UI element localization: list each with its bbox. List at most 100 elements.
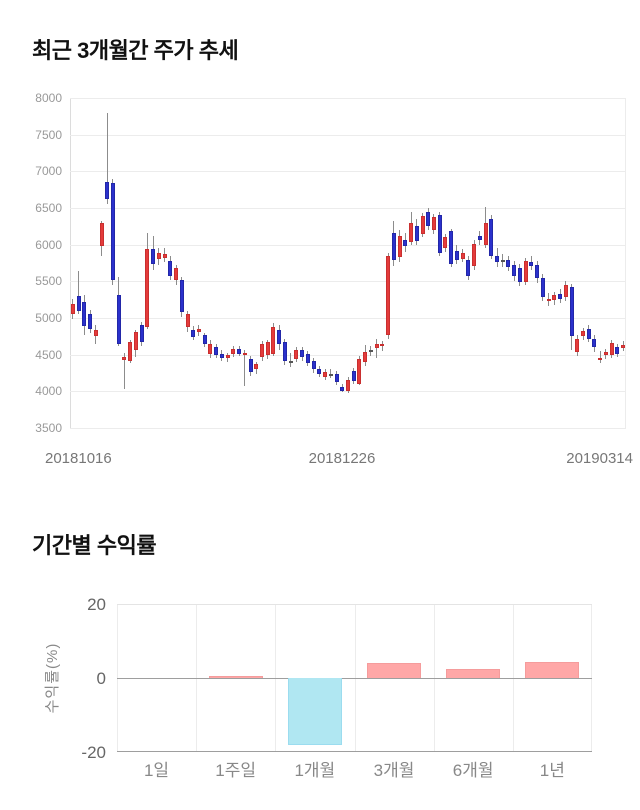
candle-up (242, 353, 247, 356)
candle-down (529, 262, 534, 266)
candle-down (105, 181, 110, 200)
candle-down (506, 260, 511, 267)
candle-up (546, 298, 551, 301)
candle-up (374, 344, 379, 349)
candle-up (294, 350, 299, 360)
candle-wick (244, 350, 246, 387)
returns-chart-title: 기간별 수익률 (32, 533, 157, 558)
grid-line (117, 604, 592, 605)
candle-down (512, 265, 517, 277)
candle-down (477, 235, 482, 241)
price-left-axis-line (70, 98, 71, 428)
y-tick-label: 6000 (35, 237, 62, 252)
candle-up (145, 249, 150, 327)
candle-down (466, 260, 471, 277)
grid-line (70, 318, 626, 319)
candle-up (581, 331, 585, 337)
candle-down (414, 226, 419, 241)
candle-doji (328, 373, 333, 376)
y-tick-label: 3500 (35, 421, 62, 435)
x-category-label: 3개월 (373, 761, 415, 780)
candle-up (483, 223, 488, 245)
candle-up (254, 364, 259, 370)
candle-doji (288, 360, 293, 363)
y-tick-label: 20 (87, 595, 106, 614)
returns-bar-chart: 수익률(%) 20 0 -20 1일 1주일 1개월 3개월 6개월 1년 (0, 595, 640, 804)
y-tick-label: 5500 (35, 274, 62, 289)
candle-down (300, 350, 305, 357)
x-category-label: 1주일 (215, 761, 257, 780)
price-x-axis: 20181016 20181226 20190314 (0, 450, 640, 470)
grid-line (70, 208, 626, 209)
candle-down (449, 231, 454, 264)
candle-down (340, 386, 345, 391)
candle-up (380, 343, 385, 346)
candle-up (443, 237, 448, 249)
price-right-axis-line (625, 98, 626, 428)
candle-down (351, 370, 356, 382)
candle-up (225, 355, 230, 359)
candle-down (76, 296, 81, 312)
candle-down (168, 260, 173, 277)
candle-down (454, 251, 459, 261)
candle-wick (123, 353, 125, 390)
x-category-label: 1년 (539, 761, 565, 780)
candle-wick (381, 341, 383, 351)
candle-up (70, 304, 75, 314)
candle-down (219, 353, 224, 359)
x-axis-label-mid: 20181226 (308, 450, 376, 467)
price-plot-area (70, 98, 626, 429)
return-bar-1개월 (287, 678, 342, 745)
candle-down (517, 268, 522, 283)
candle-down (426, 211, 431, 227)
candle-down (317, 369, 322, 374)
candle-down (277, 329, 282, 345)
y-tick-label: 7000 (35, 164, 62, 179)
candle-up (431, 216, 436, 230)
candle-up (603, 352, 608, 356)
candle-up (575, 338, 580, 353)
candle-down (237, 348, 242, 354)
candle-wick (290, 353, 292, 368)
candle-wick (376, 338, 378, 358)
candle-up (523, 260, 528, 283)
candle-down (489, 219, 494, 256)
grid-line (70, 281, 626, 283)
candle-down (179, 279, 184, 313)
candle-up (357, 359, 362, 384)
y-tick-label: 4000 (35, 384, 62, 399)
price-candlestick-chart: 8000 7500 7000 6500 6000 5500 5000 4500 4000 3500 (0, 91, 640, 435)
candle-up (156, 252, 161, 260)
candle-down (191, 329, 196, 338)
candle-down (116, 295, 121, 345)
candle-up (208, 343, 213, 354)
candle-up (122, 356, 127, 360)
return-bar-1년 (525, 662, 580, 678)
price-y-axis: 8000 7500 7000 6500 6000 5500 5000 4500 4000 3500 (0, 91, 64, 435)
returns-x-axis: 1일 1주일 1개월 3개월 6개월 1년 (117, 604, 592, 784)
zero-axis-line (117, 678, 592, 679)
candle-up (93, 329, 98, 336)
candle-down (334, 373, 339, 382)
candle-up (231, 348, 236, 354)
candle-up (99, 222, 104, 247)
candle-up (420, 216, 425, 234)
grid-line (70, 98, 626, 99)
candle-up (174, 268, 179, 280)
candle-down (535, 265, 540, 279)
candle-down (202, 334, 207, 344)
candle-doji (368, 350, 373, 353)
x-axis-label-end: 20190314 (566, 450, 633, 467)
return-bar-1주일 (208, 675, 263, 678)
y-tick-label: 7500 (35, 127, 62, 142)
y-tick-label: -20 (81, 743, 106, 762)
x-category-label: 1개월 (294, 761, 336, 780)
candle-up (609, 342, 614, 356)
candle-up (460, 253, 465, 260)
price-chart-title: 최근 3개월간 주가 추세 (32, 38, 239, 63)
grid-line (70, 171, 626, 173)
x-category-label: 1일 (143, 761, 170, 780)
candle-down (311, 360, 316, 370)
bottom-axis-line (117, 751, 592, 752)
